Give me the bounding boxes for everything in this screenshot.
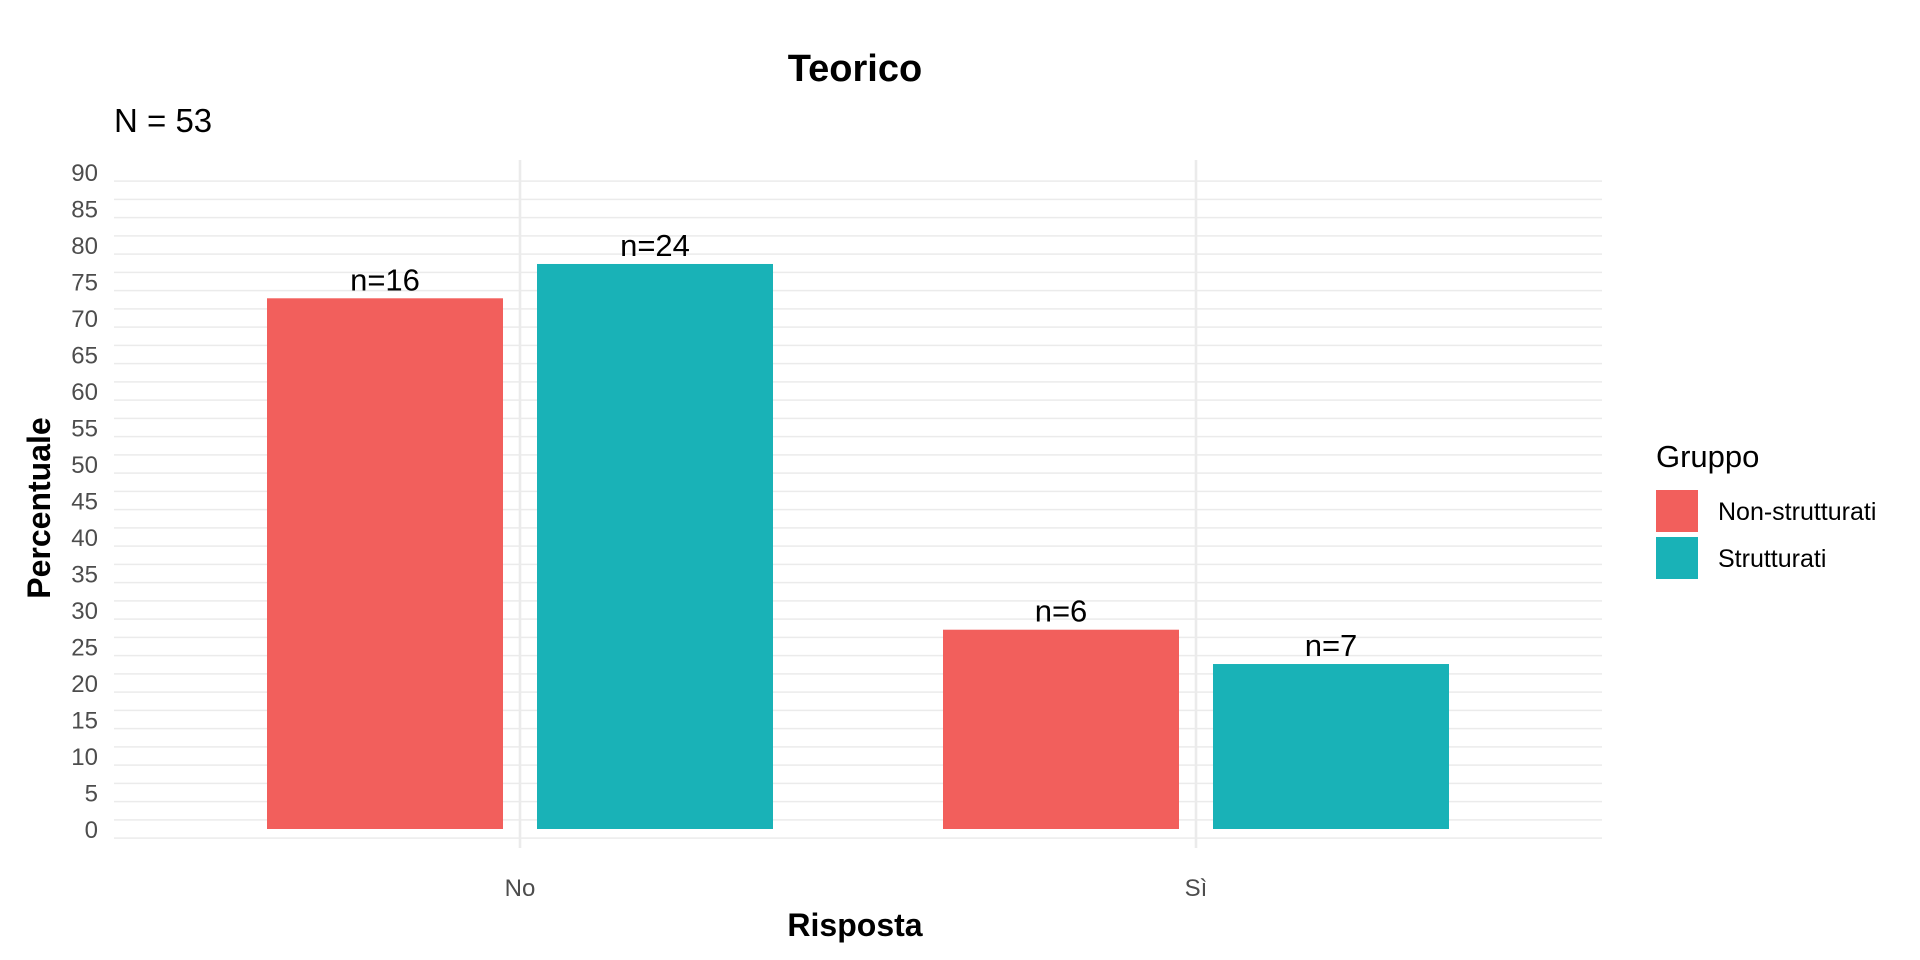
y-tick-label: 85 [71,197,98,224]
y-tick-label: 0 [85,817,98,844]
y-tick-label: 20 [71,671,98,698]
y-axis-title: Percentuale [21,417,57,598]
y-tick-label: 70 [71,306,98,333]
y-tick-label: 5 [85,781,98,808]
x-axis-ticks: No Sì [505,875,1208,902]
y-tick-label: 40 [71,525,98,552]
y-tick-label: 45 [71,489,98,516]
y-tick-label: 65 [71,343,98,370]
chart-title: Teorico [788,48,922,90]
bar-data-label: n=16 [350,262,420,297]
y-tick-label: 30 [71,598,98,625]
y-tick-label: 50 [71,452,98,479]
y-tick-label: 55 [71,416,98,443]
legend: Gruppo Non-strutturati Strutturati [1656,439,1876,579]
y-axis-ticks: 0 5 10 15 20 25 30 35 40 45 50 55 60 65 70 75 80 85 90 [71,160,98,844]
bar-data-label: n=24 [620,228,690,263]
legend-label: Non-strutturati [1718,498,1876,526]
y-tick-label: 80 [71,233,98,260]
bar [267,298,503,829]
legend-swatch [1656,490,1698,532]
y-tick-label: 35 [71,562,98,589]
y-tick-label: 15 [71,708,98,735]
y-tick-label: 25 [71,635,98,662]
legend-swatch [1656,537,1698,579]
bar [1213,664,1449,829]
y-tick-label: 10 [71,744,98,771]
bar [943,629,1179,829]
y-tick-label: 75 [71,270,98,297]
data-labels: n=16 n=6 n=24 n=7 [350,228,1357,663]
bar-data-label: n=7 [1305,628,1358,663]
bar [537,263,773,830]
y-tick-label: 60 [71,379,98,406]
chart-subtitle: N = 53 [114,102,212,139]
x-tick-label: Sì [1185,875,1208,902]
legend-label: Strutturati [1718,545,1826,573]
y-tick-label: 90 [71,160,98,187]
bar-data-label: n=6 [1035,594,1088,629]
x-tick-label: No [505,875,536,902]
bars [267,263,1449,830]
x-axis-title: Risposta [787,907,922,943]
legend-title: Gruppo [1656,439,1759,474]
